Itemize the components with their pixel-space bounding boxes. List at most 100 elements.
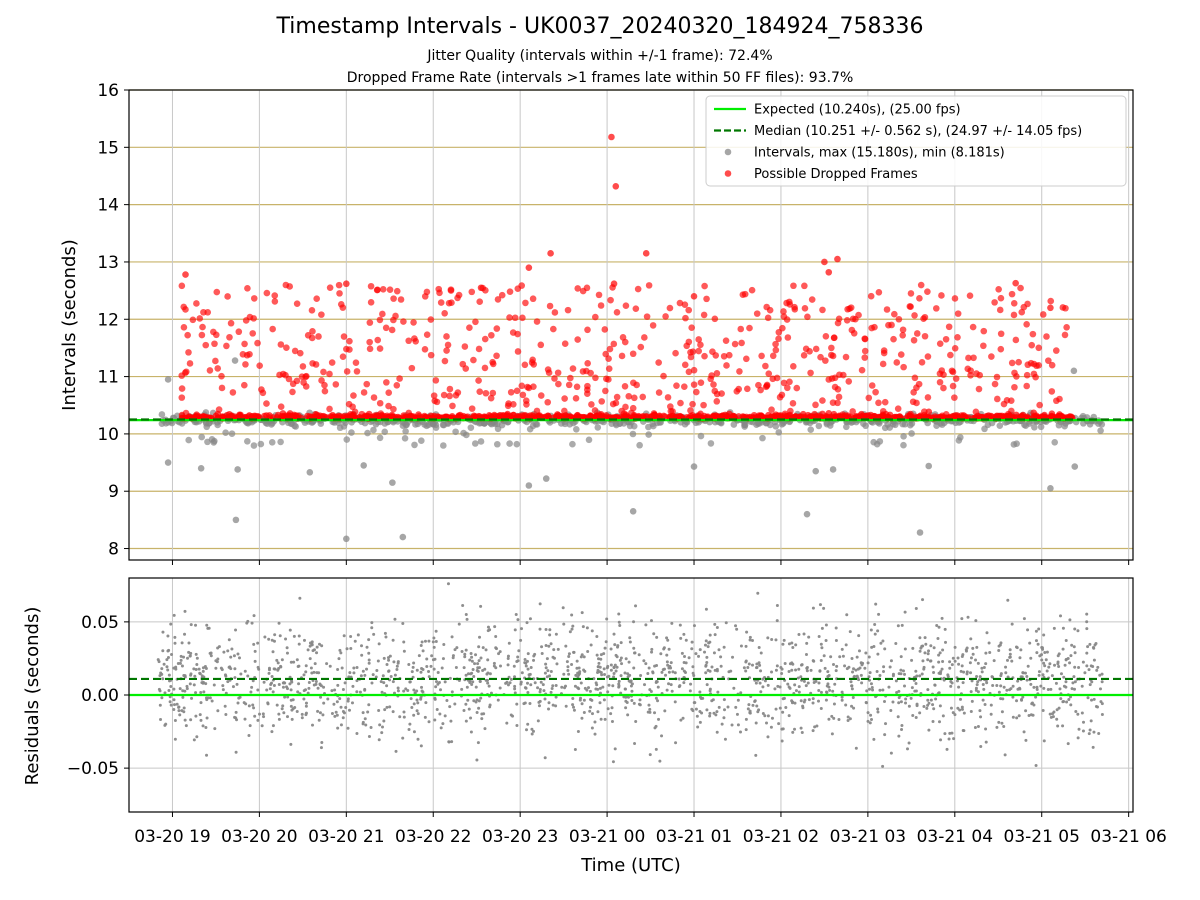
residual-point <box>253 659 257 663</box>
residual-point <box>236 652 240 656</box>
residual-point <box>272 639 276 643</box>
residual-point <box>549 642 553 646</box>
residual-point <box>845 613 849 617</box>
dropped-frame-point <box>913 384 920 392</box>
residual-point <box>953 645 957 649</box>
residual-point <box>308 657 312 661</box>
residual-point <box>654 696 658 700</box>
residual-point <box>513 628 517 632</box>
residual-point <box>375 668 379 672</box>
dropped-frame-point <box>768 406 775 413</box>
residual-point <box>318 683 322 687</box>
residual-point <box>272 667 276 671</box>
residual-point <box>965 670 969 674</box>
residual-point <box>969 710 973 714</box>
dropped-frame-point <box>1063 324 1070 331</box>
y-tick-label: 0.00 <box>81 686 119 706</box>
residual-point <box>757 646 761 650</box>
residual-point <box>605 617 609 621</box>
dropped-frame-point <box>642 250 650 257</box>
residual-point <box>626 713 630 717</box>
dropped-frame-point <box>879 407 887 415</box>
dropped-frame-point <box>834 319 842 327</box>
residual-point <box>349 646 353 650</box>
dropped-frame-point <box>423 331 431 339</box>
dropped-frame-point <box>1011 369 1018 377</box>
residual-point <box>889 751 893 755</box>
residual-point <box>926 688 930 692</box>
residual-point <box>412 688 416 692</box>
dropped-frame-point <box>595 291 603 299</box>
residual-point <box>698 690 702 694</box>
residual-point <box>1073 651 1077 655</box>
residual-point <box>163 691 167 695</box>
dropped-frame-point <box>951 394 958 401</box>
residual-point <box>819 642 823 646</box>
residual-point <box>398 715 402 719</box>
residual-point <box>719 655 723 659</box>
residual-point <box>897 701 901 705</box>
residual-point <box>547 644 551 648</box>
residual-point <box>349 634 353 638</box>
residual-point <box>204 682 208 686</box>
dropped-frame-point <box>210 328 217 336</box>
dropped-frame-point <box>366 319 374 326</box>
residual-point <box>571 624 575 628</box>
residual-point <box>208 696 212 700</box>
residual-point <box>869 713 873 717</box>
residual-point <box>744 660 748 664</box>
residual-point <box>380 690 384 694</box>
residual-point <box>423 715 427 719</box>
legend-box <box>705 95 1127 187</box>
residual-point <box>1025 678 1029 682</box>
dropped-frame-point <box>961 413 969 420</box>
interval-point <box>463 431 470 439</box>
dropped-frame-point <box>351 408 359 416</box>
dropped-frame-point <box>685 306 693 314</box>
interval-point <box>873 440 881 448</box>
residual-point <box>622 695 626 699</box>
residual-point <box>391 710 395 714</box>
interval-point <box>467 424 475 431</box>
residual-point <box>846 719 850 723</box>
residual-point <box>370 621 374 625</box>
dropped-frame-point <box>888 321 895 329</box>
residual-point <box>1081 729 1085 733</box>
residual-point <box>341 716 345 720</box>
residual-point <box>1034 695 1038 699</box>
residual-point <box>713 622 717 626</box>
residual-point <box>630 699 634 703</box>
residual-point <box>474 685 478 689</box>
residual-point <box>739 691 743 695</box>
residual-point <box>777 722 781 726</box>
residual-point <box>704 639 708 643</box>
dropped-frame-point <box>920 411 928 419</box>
dropped-frame-point <box>916 295 923 302</box>
dropped-frame-point <box>769 375 777 383</box>
residual-point <box>1040 645 1044 649</box>
dropped-frame-point <box>522 299 529 307</box>
dropped-frame-point <box>382 324 390 332</box>
residual-point <box>819 706 823 710</box>
residual-point <box>465 617 469 621</box>
residual-point <box>367 703 371 707</box>
dropped-frame-point <box>655 389 663 396</box>
residual-point <box>316 709 320 713</box>
residual-point <box>750 663 754 667</box>
residual-point <box>234 750 238 754</box>
dropped-frame-point <box>975 385 983 393</box>
residual-point <box>402 649 406 653</box>
residual-point <box>543 697 547 701</box>
residual-point <box>832 663 836 667</box>
dropped-frame-point <box>800 352 808 359</box>
x-tick-label: 03-20 19 <box>134 827 210 847</box>
dropped-frame-point <box>352 359 360 367</box>
residual-point <box>516 655 520 659</box>
interval-point <box>402 428 409 435</box>
residual-point <box>736 698 740 702</box>
residual-point <box>213 727 217 731</box>
dropped-frame-point <box>564 306 572 314</box>
residual-point <box>870 718 874 722</box>
residual-point <box>239 672 243 676</box>
residual-point <box>824 698 828 702</box>
